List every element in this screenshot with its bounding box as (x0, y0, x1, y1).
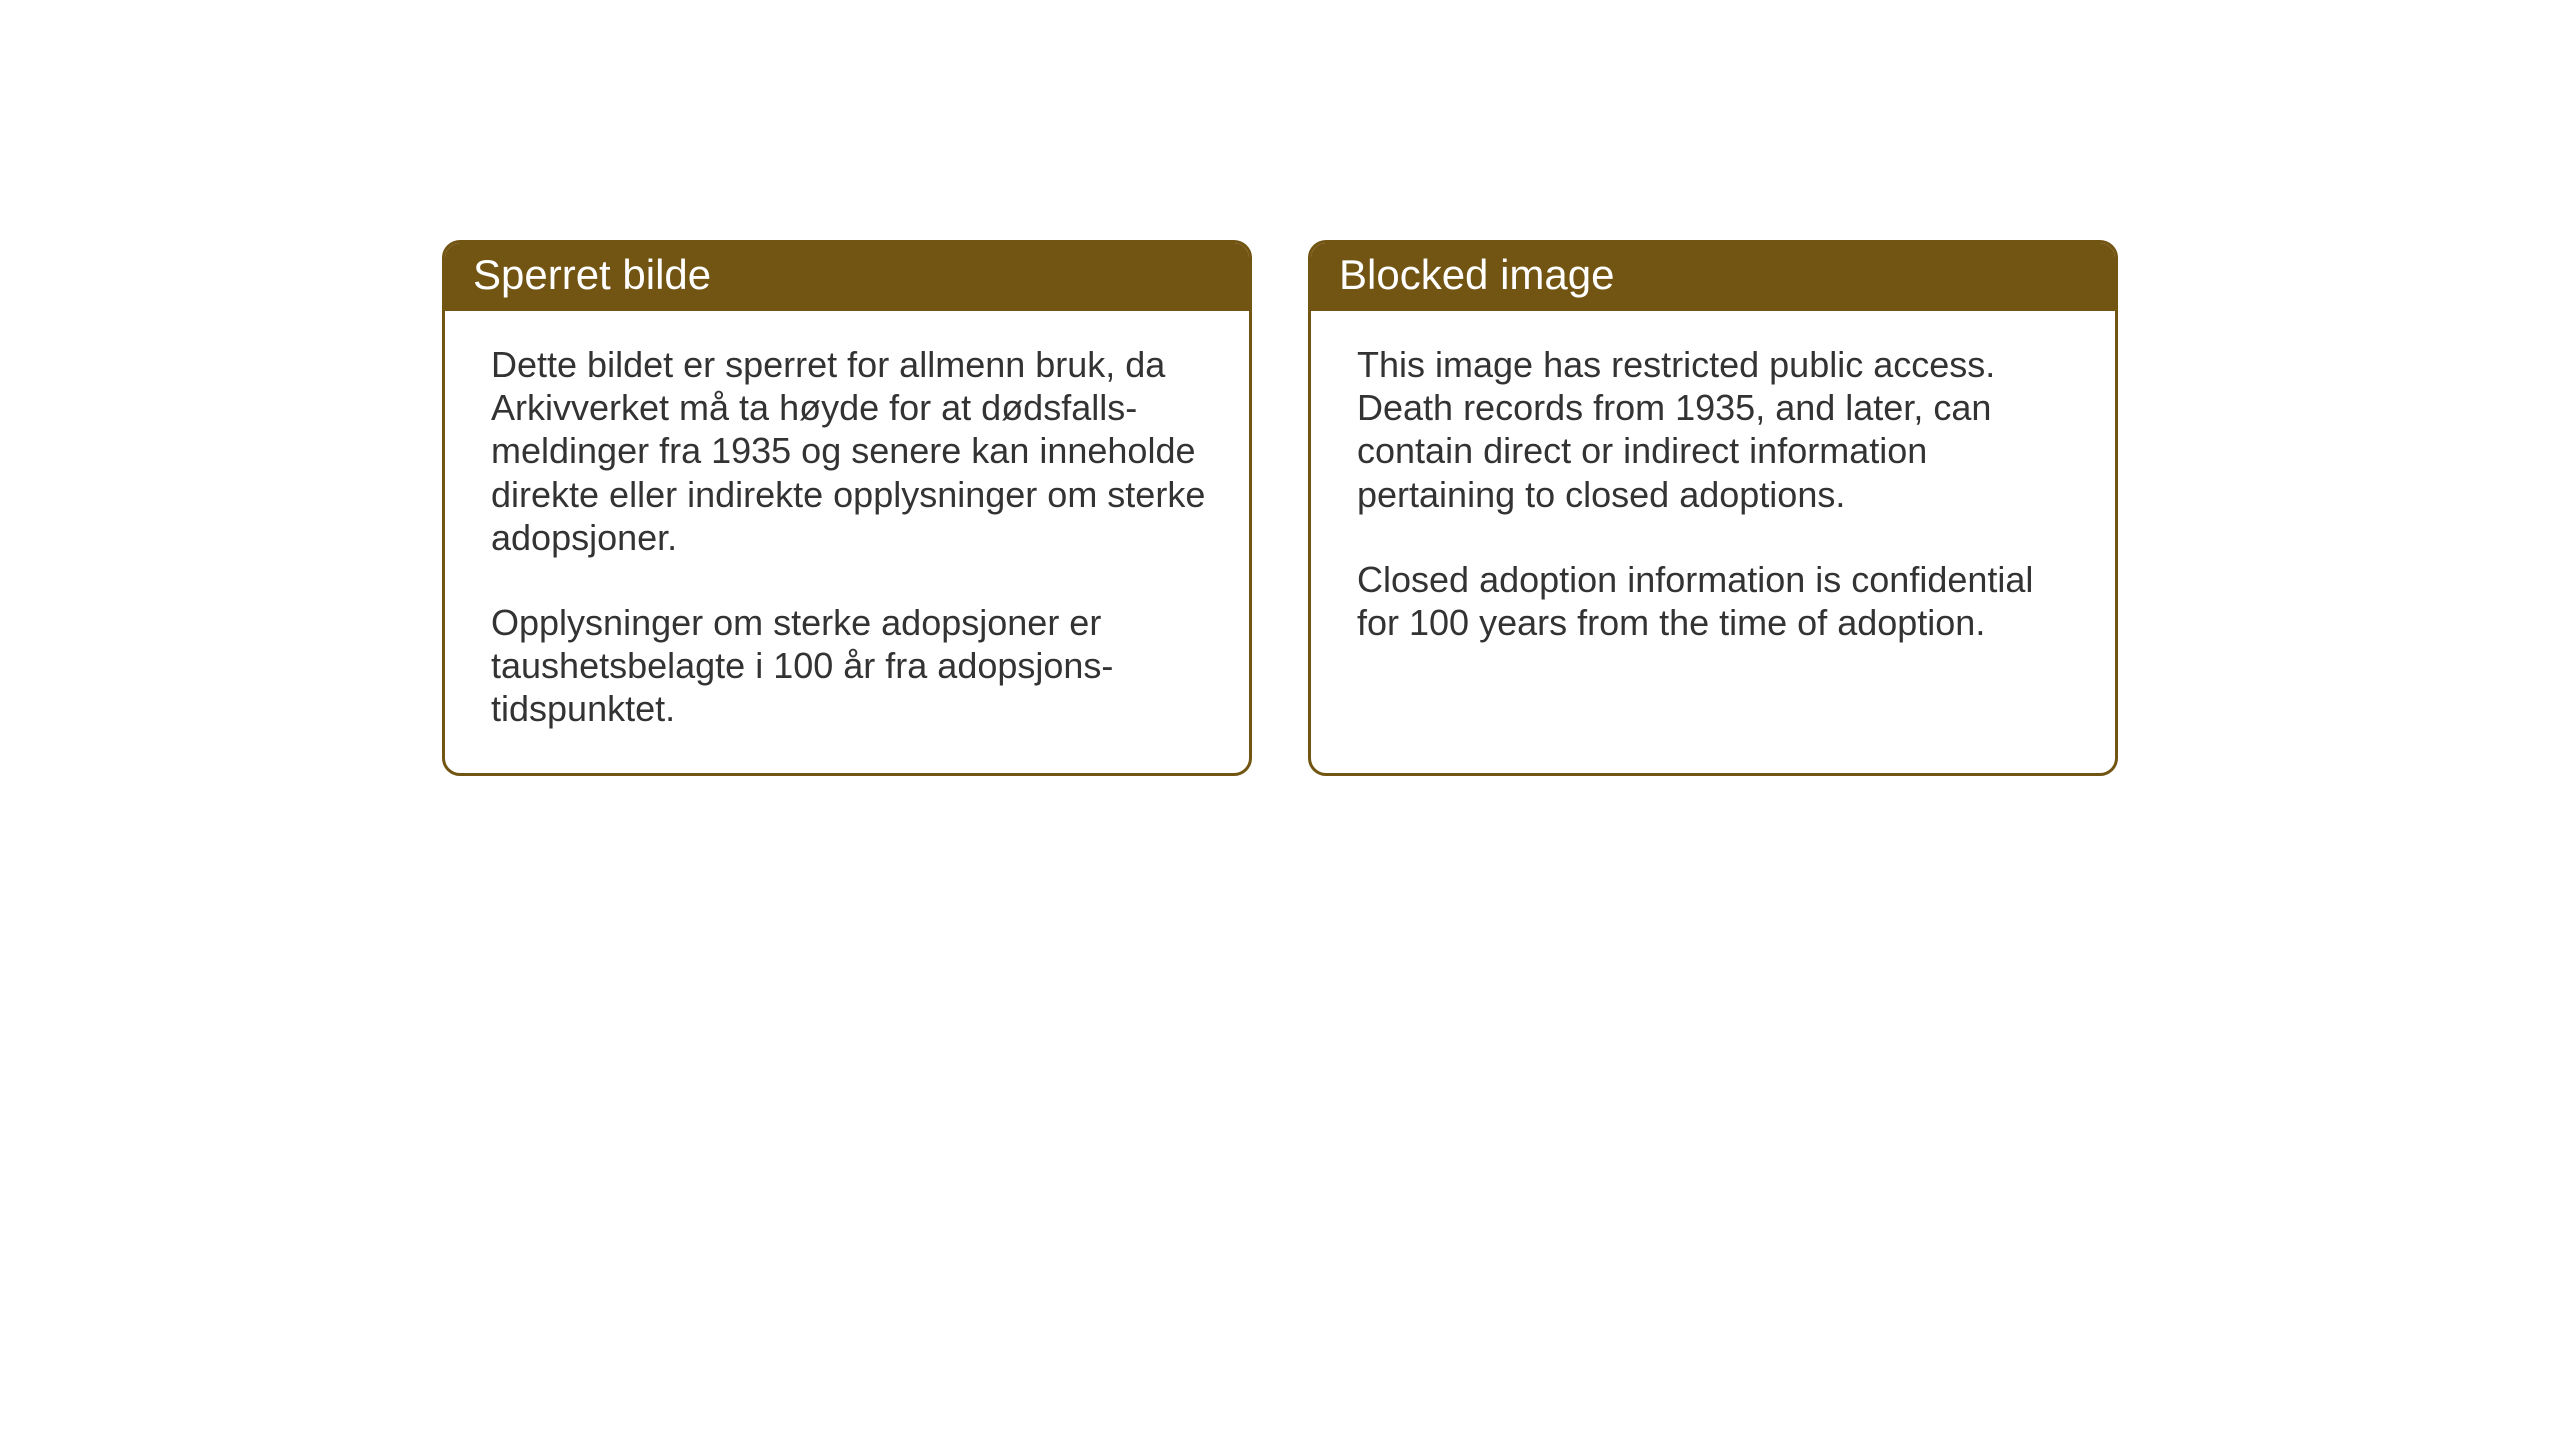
card-container: Sperret bilde Dette bildet er sperret fo… (442, 240, 2118, 776)
english-card: Blocked image This image has restricted … (1308, 240, 2118, 776)
norwegian-paragraph-2: Opplysninger om sterke adopsjoner er tau… (491, 601, 1209, 731)
english-paragraph-1: This image has restricted public access.… (1357, 343, 2075, 516)
english-paragraph-2: Closed adoption information is confident… (1357, 558, 2075, 644)
english-card-title: Blocked image (1311, 243, 2115, 311)
norwegian-paragraph-1: Dette bildet er sperret for allmenn bruk… (491, 343, 1209, 559)
english-card-body: This image has restricted public access.… (1311, 311, 2115, 686)
norwegian-card: Sperret bilde Dette bildet er sperret fo… (442, 240, 1252, 776)
norwegian-card-title: Sperret bilde (445, 243, 1249, 311)
norwegian-card-body: Dette bildet er sperret for allmenn bruk… (445, 311, 1249, 773)
